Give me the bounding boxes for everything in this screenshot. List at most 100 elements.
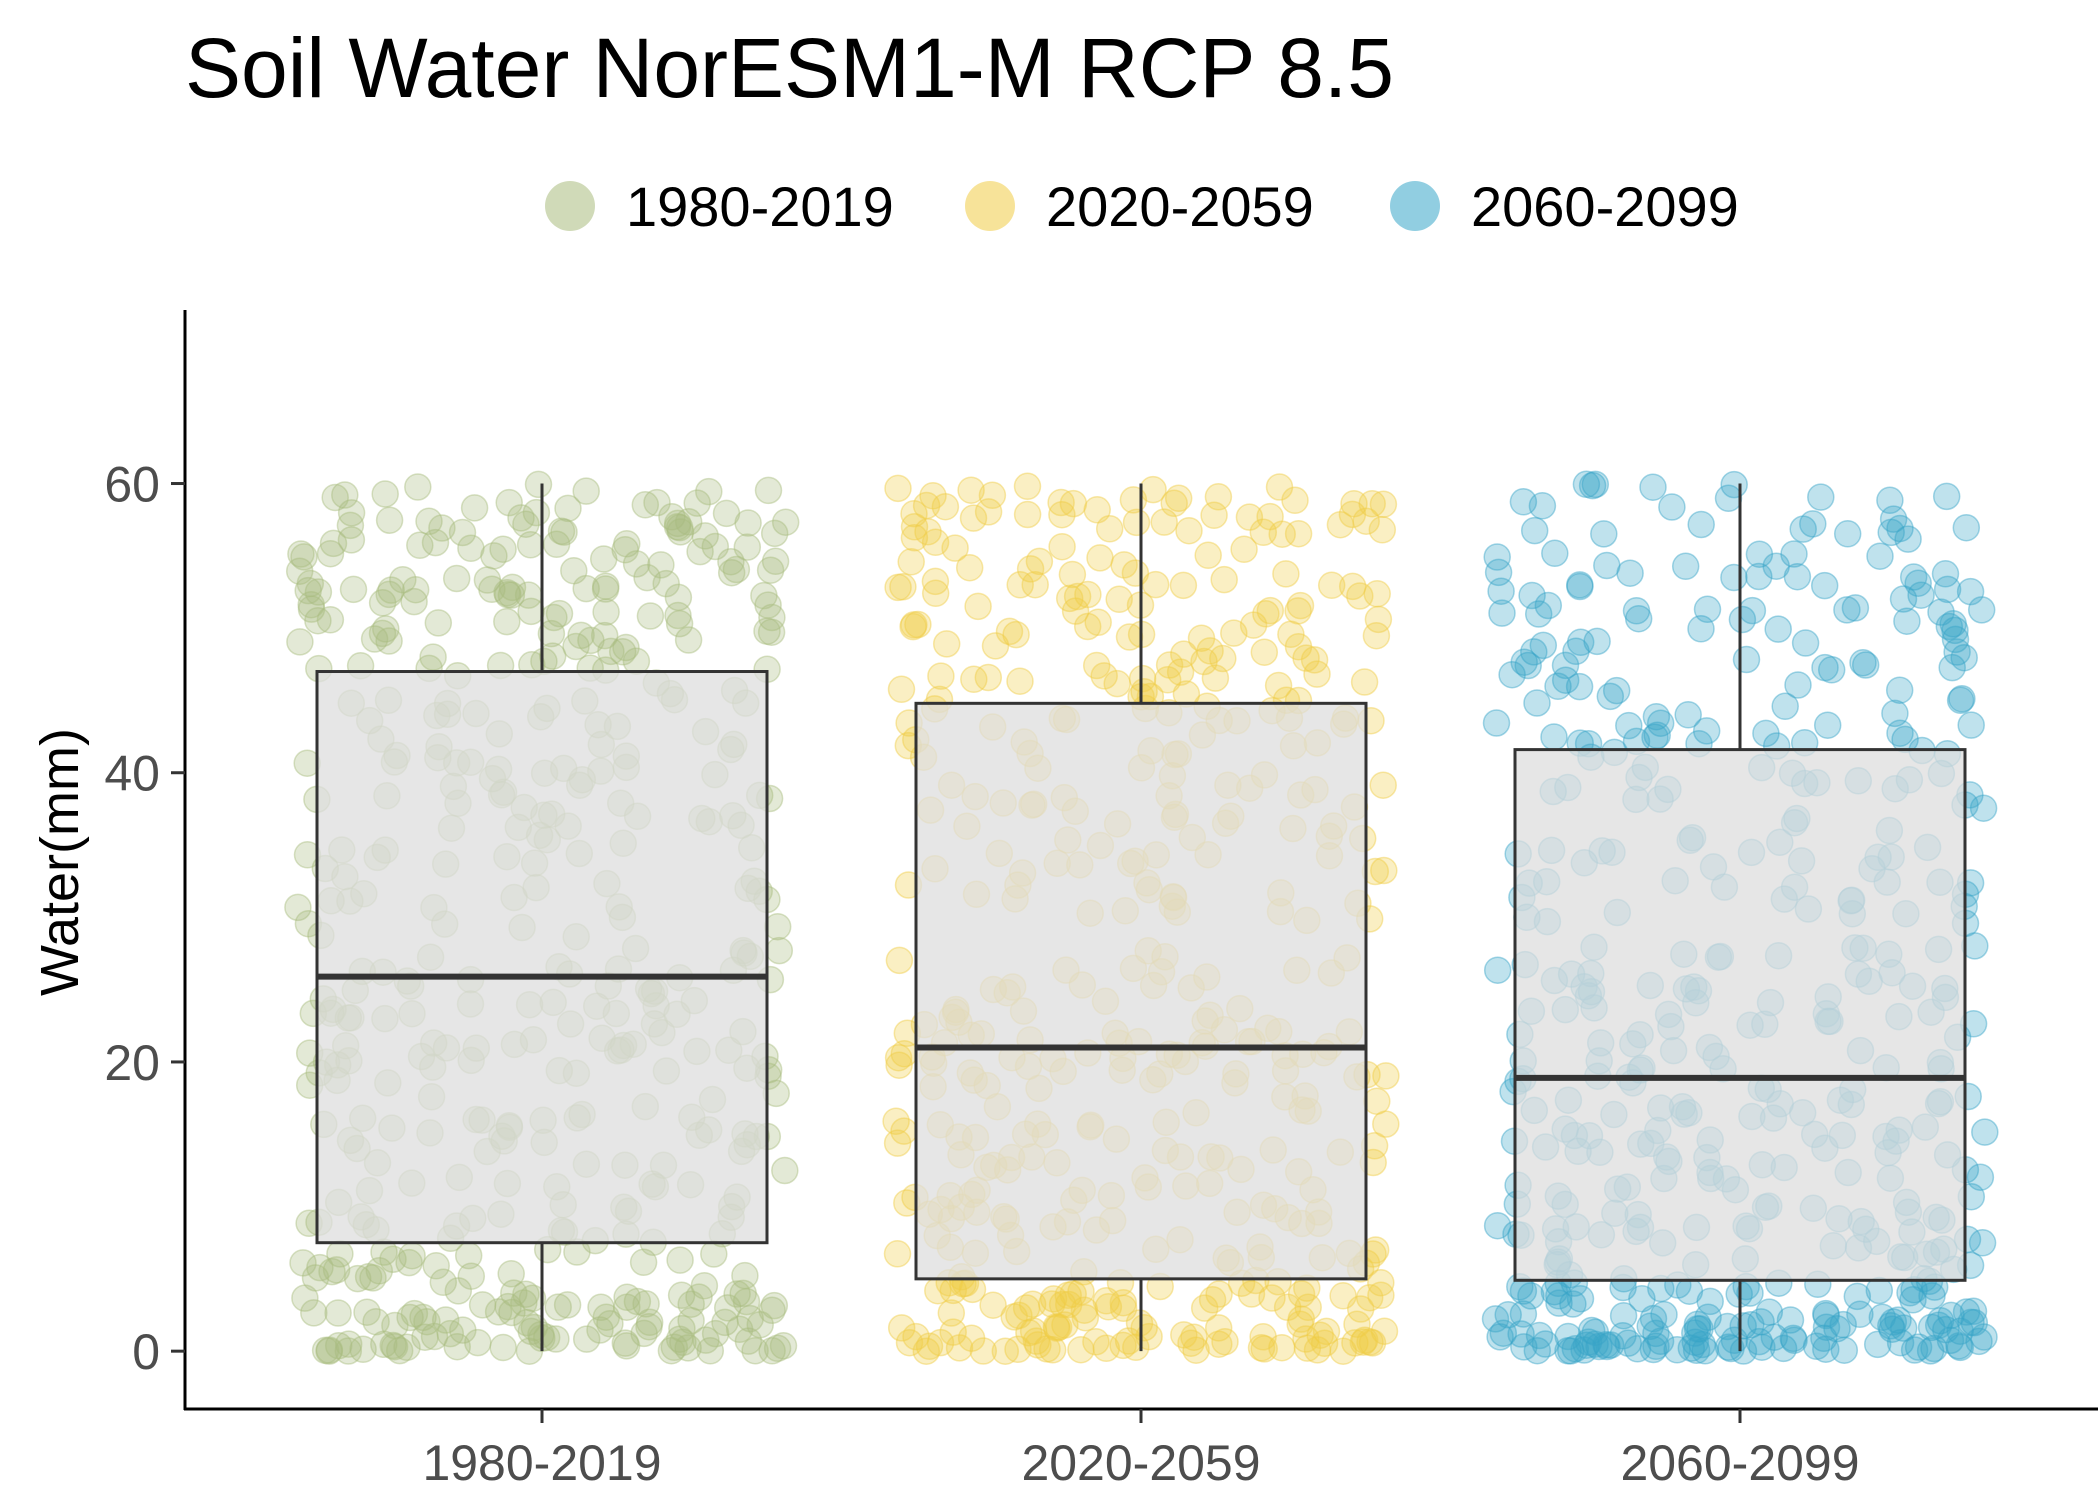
data-point — [1945, 1332, 1973, 1360]
data-point — [711, 1308, 739, 1337]
data-point — [428, 514, 456, 542]
data-point — [375, 506, 404, 534]
data-point — [547, 517, 576, 545]
data-point — [667, 1281, 696, 1310]
data-point — [1771, 692, 1799, 721]
data-point — [560, 556, 588, 585]
data-point — [324, 1299, 352, 1327]
data-point — [473, 566, 502, 594]
data-point — [1177, 1329, 1205, 1357]
data-point — [753, 617, 781, 645]
data-point — [540, 603, 568, 632]
data-point — [1071, 1303, 1100, 1332]
data-point — [1054, 1290, 1083, 1319]
data-point — [1372, 1110, 1400, 1138]
data-point — [562, 632, 590, 661]
data-point — [1646, 1327, 1675, 1356]
data-point — [1924, 1311, 1953, 1340]
data-point — [690, 1271, 719, 1300]
data-point — [1642, 1332, 1670, 1361]
data-point — [1596, 1331, 1625, 1359]
data-point — [1593, 551, 1621, 580]
data-point — [1583, 627, 1611, 656]
data-point — [717, 547, 745, 576]
x-tick-label: 2020-2059 — [1021, 1435, 1260, 1491]
data-point — [1811, 653, 1839, 682]
data-point — [354, 1263, 383, 1291]
data-point — [1252, 600, 1280, 628]
data-point — [1967, 596, 1996, 624]
data-point — [510, 1289, 538, 1317]
data-point — [1358, 489, 1386, 518]
data-point — [1105, 585, 1133, 614]
data-point — [1956, 577, 1985, 606]
data-point — [567, 621, 595, 650]
data-point — [331, 481, 359, 509]
data-point — [1369, 490, 1398, 518]
data-point — [1092, 1334, 1121, 1363]
data-point — [683, 489, 711, 517]
data-point — [1886, 719, 1914, 747]
data-point — [1329, 1337, 1357, 1365]
data-point — [701, 532, 730, 561]
data-point — [1936, 1326, 1965, 1355]
data-point — [1628, 1284, 1656, 1313]
data-point — [1602, 676, 1631, 705]
data-point — [885, 946, 914, 975]
data-point — [1481, 1305, 1510, 1333]
data-point — [371, 480, 399, 508]
data-point — [413, 1307, 441, 1336]
data-point — [613, 530, 641, 558]
data-point — [1273, 1293, 1302, 1322]
data-point — [978, 481, 1007, 510]
data-point — [1012, 1294, 1041, 1322]
data-point — [1000, 1303, 1028, 1331]
data-point — [1581, 1318, 1610, 1347]
data-point — [1194, 541, 1222, 570]
y-tick-label: 40 — [104, 746, 160, 802]
data-point — [478, 575, 506, 604]
data-point — [1110, 551, 1138, 579]
data-point — [1957, 1308, 1985, 1337]
data-point — [444, 1277, 473, 1305]
data-point — [1198, 1286, 1227, 1314]
data-point — [1745, 540, 1774, 568]
data-point — [695, 477, 723, 506]
data-point — [1752, 719, 1780, 748]
data-point — [1802, 1332, 1831, 1361]
data-point — [1943, 638, 1971, 666]
data-point — [1367, 1281, 1395, 1310]
y-tick-label: 60 — [104, 457, 160, 513]
data-point — [1166, 658, 1195, 686]
data-point — [1946, 686, 1975, 715]
data-point — [1729, 1312, 1757, 1340]
data-point — [734, 1327, 763, 1355]
data-point — [1363, 580, 1391, 608]
data-point — [334, 1337, 363, 1365]
data-point — [979, 1291, 1007, 1319]
data-point — [611, 535, 639, 564]
data-point — [1639, 1304, 1668, 1333]
data-point — [1277, 620, 1305, 649]
data-point — [318, 1257, 346, 1286]
data-point — [1829, 1310, 1857, 1339]
data-point — [1686, 1315, 1714, 1343]
data-point — [939, 1318, 967, 1346]
data-point — [591, 575, 620, 603]
data-point — [1121, 559, 1150, 587]
data-point — [927, 662, 955, 690]
data-point — [1562, 637, 1590, 666]
data-point — [957, 1324, 986, 1352]
data-point — [337, 526, 366, 554]
data-point — [1284, 519, 1313, 548]
data-point — [297, 590, 325, 619]
data-point — [895, 1328, 924, 1357]
data-point — [1048, 500, 1076, 529]
data-point — [395, 1248, 423, 1277]
data-point — [1959, 1297, 1988, 1326]
data-point — [368, 619, 397, 648]
data-point — [900, 513, 929, 541]
data-point — [750, 581, 778, 610]
data-point — [1109, 1331, 1137, 1360]
data-point — [389, 565, 417, 594]
